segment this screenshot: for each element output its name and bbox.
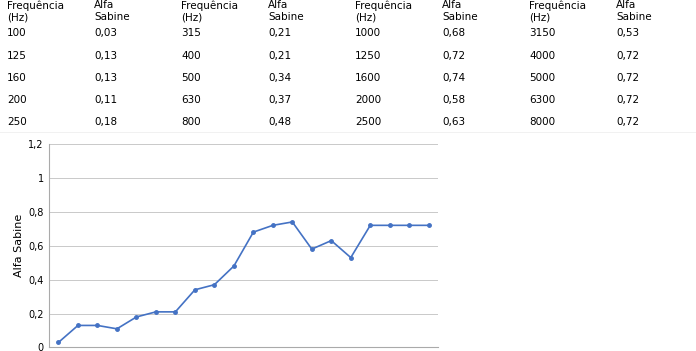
Text: 0,58: 0,58 <box>442 95 465 105</box>
Text: 2500: 2500 <box>355 117 381 127</box>
Text: 0,53: 0,53 <box>616 28 639 38</box>
Text: 0,37: 0,37 <box>268 95 291 105</box>
Text: 0,34: 0,34 <box>268 73 291 83</box>
Text: 4000: 4000 <box>529 51 555 61</box>
Text: 6300: 6300 <box>529 95 555 105</box>
Text: 3150: 3150 <box>529 28 555 38</box>
Text: 1600: 1600 <box>355 73 381 83</box>
Text: Frequência
(Hz): Frequência (Hz) <box>355 0 412 22</box>
Y-axis label: Alfa Sabine: Alfa Sabine <box>14 214 24 277</box>
Text: 200: 200 <box>7 95 26 105</box>
Text: 0,72: 0,72 <box>616 117 639 127</box>
Text: Alfa
Sabine: Alfa Sabine <box>94 0 129 22</box>
Text: Frequência
(Hz): Frequência (Hz) <box>181 0 238 22</box>
Text: 1000: 1000 <box>355 28 381 38</box>
Text: 315: 315 <box>181 28 201 38</box>
Text: 0,72: 0,72 <box>616 95 639 105</box>
Text: 0,74: 0,74 <box>442 73 465 83</box>
Text: 5000: 5000 <box>529 73 555 83</box>
Text: 2000: 2000 <box>355 95 381 105</box>
Text: 800: 800 <box>181 117 200 127</box>
Text: 0,13: 0,13 <box>94 73 117 83</box>
Text: 125: 125 <box>7 51 27 61</box>
Text: 0,68: 0,68 <box>442 28 465 38</box>
Text: 0,21: 0,21 <box>268 51 291 61</box>
Text: 1250: 1250 <box>355 51 381 61</box>
Text: 0,13: 0,13 <box>94 51 117 61</box>
Text: 0,03: 0,03 <box>94 28 117 38</box>
Text: 0,48: 0,48 <box>268 117 291 127</box>
Text: 250: 250 <box>7 117 26 127</box>
Text: Alfa
Sabine: Alfa Sabine <box>442 0 477 22</box>
Text: 0,72: 0,72 <box>442 51 465 61</box>
Text: 160: 160 <box>7 73 26 83</box>
Text: Alfa
Sabine: Alfa Sabine <box>616 0 651 22</box>
Text: 500: 500 <box>181 73 200 83</box>
Text: 0,72: 0,72 <box>616 51 639 61</box>
Text: Frequência
(Hz): Frequência (Hz) <box>529 0 586 22</box>
Text: 100: 100 <box>7 28 26 38</box>
Text: 0,11: 0,11 <box>94 95 117 105</box>
Text: 0,72: 0,72 <box>616 73 639 83</box>
Text: Alfa
Sabine: Alfa Sabine <box>268 0 303 22</box>
Text: 630: 630 <box>181 95 200 105</box>
Text: Frequência
(Hz): Frequência (Hz) <box>7 0 64 22</box>
Text: 0,18: 0,18 <box>94 117 117 127</box>
Text: 0,21: 0,21 <box>268 28 291 38</box>
Text: 0,63: 0,63 <box>442 117 465 127</box>
Text: 8000: 8000 <box>529 117 555 127</box>
Text: 400: 400 <box>181 51 200 61</box>
